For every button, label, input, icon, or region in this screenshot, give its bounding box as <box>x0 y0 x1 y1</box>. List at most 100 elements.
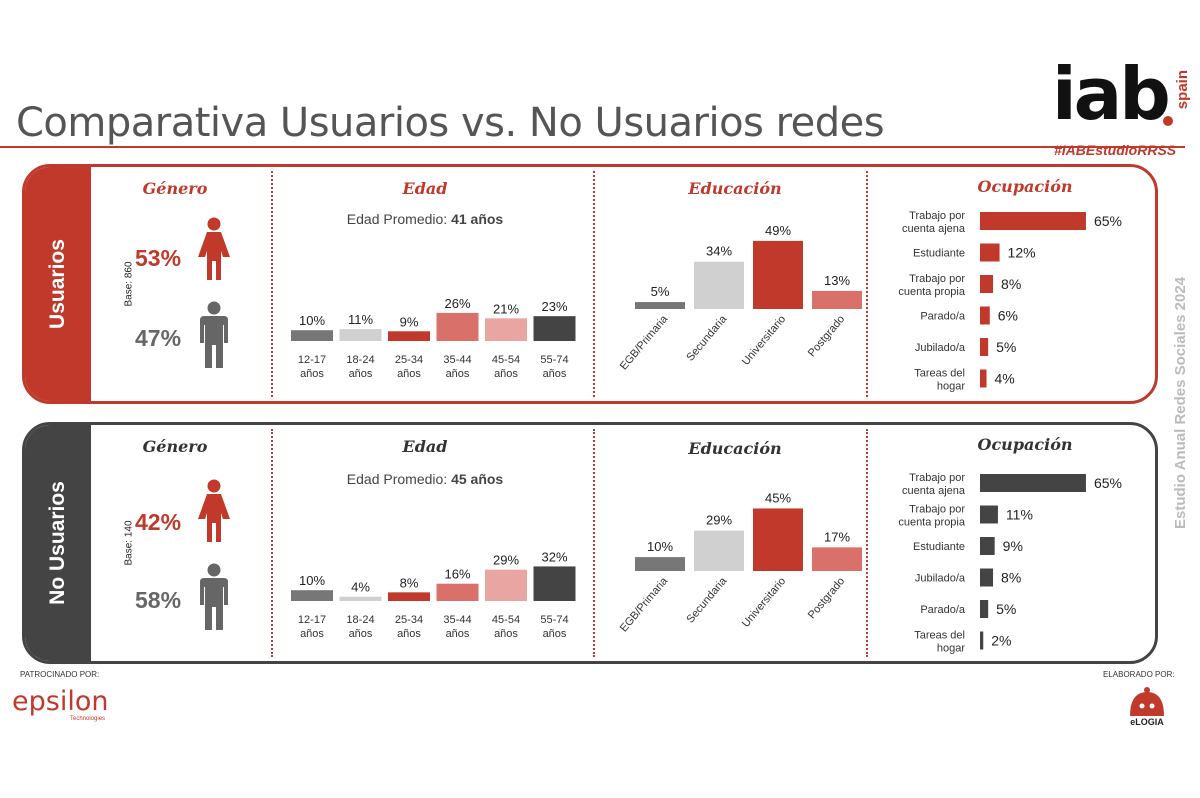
edad-value-label: 9% <box>400 314 419 329</box>
edad-tick-label: 12-17 <box>298 354 326 366</box>
edad-value-label: 26% <box>444 296 470 311</box>
panel-no-usuarios: No Usuarios Base: 140 Género 42% 58% Eda… <box>22 422 1158 664</box>
educacion-value-label: 49% <box>765 223 791 238</box>
ocupacion-bar <box>980 600 989 618</box>
side-study-title: Estudio Anual Redes Sociales 2024 <box>1172 276 1189 530</box>
female-icon <box>198 217 230 280</box>
edad-tick-label: años <box>494 368 518 380</box>
ocupacion-category-label: Parado/a <box>920 604 966 616</box>
ocupacion-category-label: hogar <box>937 643 965 655</box>
educacion-bar <box>812 290 862 309</box>
edad-value-label: 4% <box>351 580 370 595</box>
ocupacion-value-label: 65% <box>1094 475 1122 491</box>
ocupacion-bar <box>980 631 984 650</box>
edad-promedio-label: Edad Promedio: <box>346 471 448 487</box>
educacion-value-label: 45% <box>765 490 791 505</box>
edad-tick-label: años <box>543 368 567 380</box>
edad-value-label: 29% <box>493 553 519 568</box>
edad-bar <box>388 331 430 341</box>
ocupacion-category-label: Jubilado/a <box>915 573 966 585</box>
edad-bar <box>485 569 527 601</box>
edad-tick-label: 55-74 <box>540 614 568 626</box>
ocupacion-category-label: Jubilado/a <box>915 342 966 354</box>
edad-tick-label: 45-54 <box>492 614 520 626</box>
educacion-tick-label: Postgrado <box>806 313 847 359</box>
ocupacion-bar <box>980 369 987 388</box>
educacion-tick-label: Secundaria <box>684 313 730 364</box>
male-percent: 47% <box>135 325 182 351</box>
panel-label-bar: Usuarios <box>25 167 91 401</box>
educacion-tick-label: Universitario <box>740 313 788 368</box>
edad-promedio-label: Edad Promedio: <box>346 211 448 227</box>
edad-value-label: 16% <box>444 567 470 582</box>
educacion-value-label: 5% <box>651 284 670 299</box>
ocupacion-category-label: Tareas del <box>914 368 965 380</box>
edad-tick-label: años <box>543 628 567 640</box>
edad-bar <box>436 312 479 341</box>
edad-promedio-value: 45 años <box>451 471 504 487</box>
edad-bar <box>339 329 382 341</box>
edad-tick-label: años <box>300 368 324 380</box>
base-count: Base: 140 <box>123 520 135 566</box>
edad-value-label: 10% <box>299 313 325 328</box>
ocupacion-category-label: Tareas del <box>914 630 965 642</box>
separator <box>593 171 595 397</box>
edad-value-label: 11% <box>348 312 373 327</box>
iab-logo-text: iab <box>1052 52 1171 136</box>
ocupacion-value-label: 2% <box>991 633 1011 649</box>
ocupacion-value-label: 4% <box>995 371 1015 387</box>
edad-tick-label: 45-54 <box>492 354 520 366</box>
ocupacion-bar <box>980 474 1086 492</box>
educacion-tick-label: EGB/Primaria <box>618 575 671 635</box>
panel-label: No Usuarios <box>46 481 69 605</box>
educacion-tick-label: Secundaria <box>684 575 730 626</box>
female-percent: 42% <box>135 509 182 535</box>
edad-tick-label: años <box>397 628 421 640</box>
ocupacion-value-label: 8% <box>1001 570 1021 586</box>
iab-logo-spain: spain <box>1174 70 1191 110</box>
edad-tick-label: 18-24 <box>346 354 374 366</box>
male-icon <box>200 563 228 630</box>
edad-tick-label: 35-44 <box>443 354 471 366</box>
edad-chart: 10% 12-17 años 11% 18-24 años 9% 25-34 años 26% 35… <box>291 296 576 380</box>
epsilon-logo: epsilon <box>12 686 109 717</box>
edad-tick-label: años <box>446 368 470 380</box>
ocupacion-category-label: cuenta propia <box>898 286 966 298</box>
ocupacion-value-label: 9% <box>1003 538 1023 554</box>
made-by-label: ELABORADO POR: <box>1103 670 1175 679</box>
female-icon <box>198 479 230 542</box>
panel-label: Usuarios <box>46 239 69 329</box>
separator <box>866 429 868 657</box>
epsilon-logo-sub: Technologies <box>70 716 106 722</box>
edad-promedio-value: 41 años <box>451 211 504 227</box>
educacion-tick-label: Postgrado <box>806 575 847 621</box>
ocupacion-bar <box>980 568 994 587</box>
edad-tick-label: años <box>349 628 373 640</box>
edad-tick-label: 55-74 <box>540 354 568 366</box>
separator <box>271 429 273 657</box>
ocupacion-title: Ocupación <box>977 177 1073 196</box>
ocupacion-bar <box>980 505 998 524</box>
ocupacion-value-label: 6% <box>998 308 1018 324</box>
edad-bar <box>533 316 576 341</box>
ocupacion-category-label: Estudiante <box>913 248 965 260</box>
edad-promedio: Edad Promedio: 45 años <box>295 471 555 487</box>
edad-tick-label: años <box>349 368 373 380</box>
male-icon <box>200 301 228 368</box>
edad-tick-label: años <box>397 368 421 380</box>
edad-value-label: 32% <box>541 549 567 564</box>
edad-tick-label: años <box>446 628 470 640</box>
educacion-bar <box>753 240 803 309</box>
edad-chart: 10% 12-17 años 4% 18-24 años 8% 25-34 años 16% 35-… <box>291 549 576 640</box>
edad-bar <box>388 592 430 601</box>
edad-title: Edad <box>402 179 448 198</box>
panel-label-bar: No Usuarios <box>25 425 91 661</box>
edad-bar <box>339 596 382 601</box>
educacion-bar <box>694 530 744 571</box>
female-percent: 53% <box>135 245 182 271</box>
ocupacion-category-label: hogar <box>937 381 965 393</box>
edad-bar <box>291 330 333 341</box>
ocupacion-category-label: cuenta propia <box>898 517 966 529</box>
